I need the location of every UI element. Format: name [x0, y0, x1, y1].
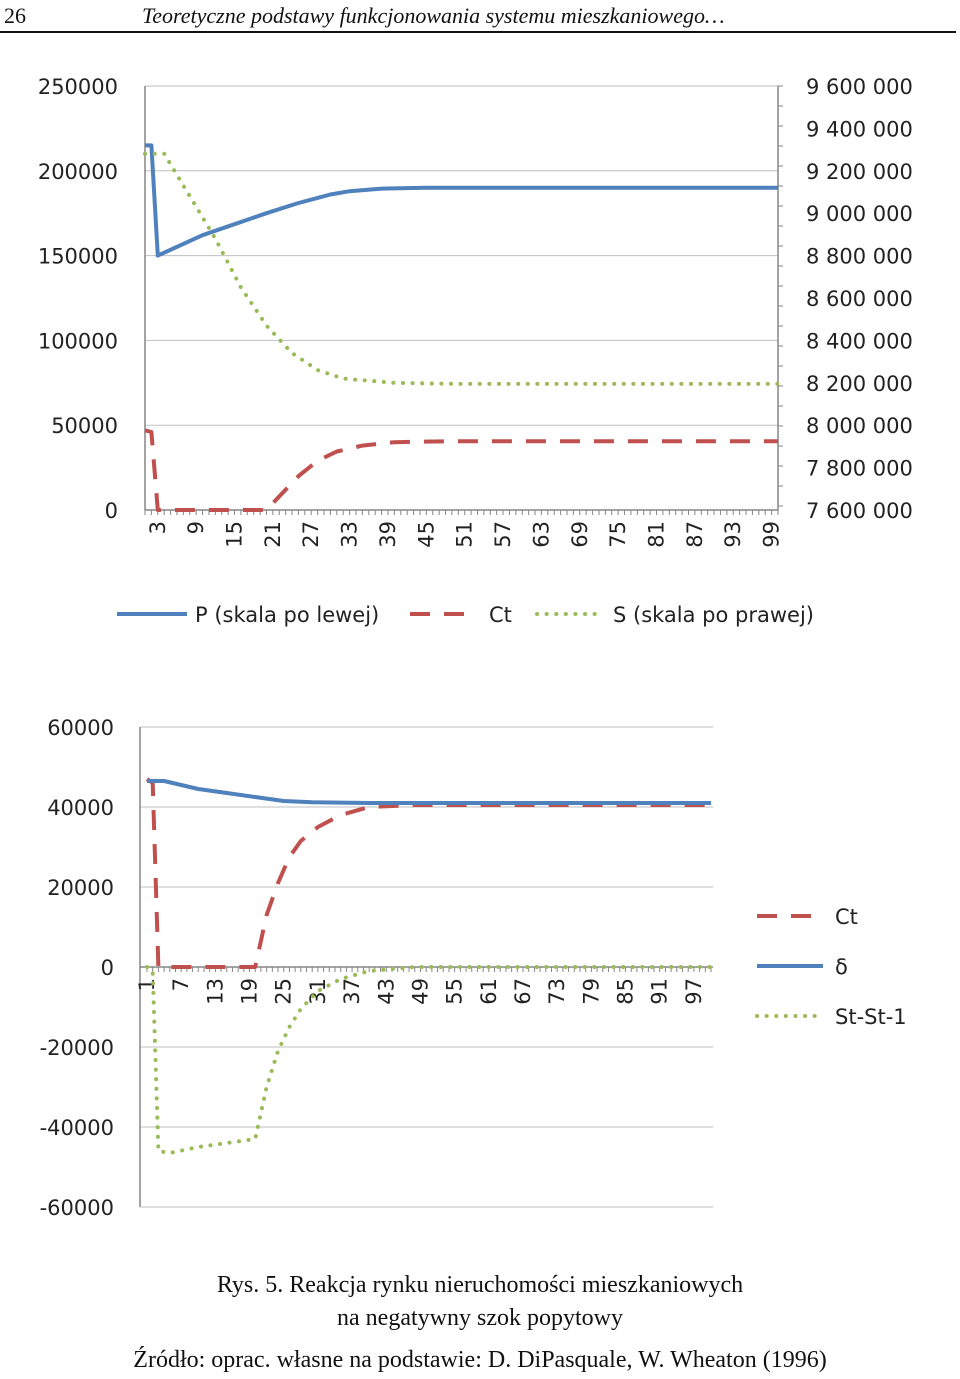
y-right-tick-label: 8 200 000: [806, 372, 913, 396]
y-left-tick-label: 50000: [51, 414, 118, 438]
x-tick-label: 97: [682, 978, 706, 1005]
x-tick-label: 73: [545, 978, 569, 1005]
legend-label-st-st-1: St-St-1: [835, 1005, 907, 1029]
x-tick-label: 33: [338, 521, 362, 548]
x-tick-label: 13: [203, 978, 227, 1005]
page-header: 26 Teoretyczne podstawy funkcjonowania s…: [0, 0, 960, 36]
figure-caption-line2: na negatywny szok popytowy: [337, 1305, 623, 1331]
y-right-tick-label: 8 600 000: [806, 287, 913, 311]
y-right-tick-label: 8 400 000: [806, 329, 913, 353]
legend-label-p-skala-po-lewej: P (skala po lewej): [195, 603, 379, 627]
x-tick-label: 9: [184, 521, 208, 534]
y-left-tick-label: 250000: [38, 75, 118, 99]
x-tick-label: 63: [529, 521, 553, 548]
x-tick-label: 99: [760, 521, 784, 548]
running-title: Teoretyczne podstawy funkcjonowania syst…: [142, 3, 725, 28]
y-tick-label: 40000: [47, 796, 114, 820]
y-left-tick-label: 200000: [38, 160, 118, 184]
series-line-ct: [144, 428, 778, 512]
page-number: 26: [4, 3, 26, 28]
y-tick-label: -20000: [40, 1036, 114, 1060]
x-tick-label: 15: [223, 521, 247, 548]
legend-label-s-skala-po-prawej: S (skala po prawej): [613, 603, 814, 627]
x-tick-label: 69: [568, 521, 592, 548]
x-tick-label: 55: [443, 978, 467, 1005]
x-tick-label: 7: [169, 978, 193, 991]
x-tick-label: 25: [272, 978, 296, 1005]
y-left-tick-label: 100000: [38, 329, 118, 353]
series-line-p-skala-po-lewej: [145, 143, 778, 258]
x-tick-label: 61: [477, 978, 501, 1005]
y-right-tick-label: 7 800 000: [806, 457, 913, 481]
x-tick-label: 85: [614, 978, 638, 1005]
x-tick-label: 27: [299, 521, 323, 548]
y-left-tick-label: 0: [105, 499, 118, 523]
x-tick-label: 79: [579, 978, 603, 1005]
figure-caption-line1: Rys. 5. Reakcja rynku nieruchomości mies…: [216, 1272, 744, 1298]
x-tick-label: 67: [511, 978, 535, 1005]
y-right-tick-label: 8 000 000: [806, 414, 913, 438]
x-tick-label: 87: [683, 521, 707, 548]
chart-change-components: -60000 -40000 -20000 0 20000 40000 60000 1 7 13 19…: [40, 716, 907, 1220]
y-left-tick-label: 150000: [38, 245, 118, 269]
legend-label-ct: Ct: [835, 905, 858, 929]
x-tick-label: 3: [146, 521, 170, 534]
y-right-tick-label: 7 600 000: [806, 499, 913, 523]
y-right-tick-label: 9 000 000: [806, 202, 913, 226]
series-line-delta: [147, 779, 711, 805]
y-tick-label: -40000: [40, 1116, 114, 1140]
x-tick-label: 37: [340, 978, 364, 1005]
series-line-s-skala-po-prawej: [143, 151, 780, 386]
x-tick-label: 31: [306, 978, 330, 1005]
x-tick-label: 81: [645, 521, 669, 548]
figure-source: Źródło: oprac. własne na podstawie: D. D…: [133, 1347, 827, 1373]
x-tick-label: 49: [408, 978, 432, 1005]
y-tick-label: 60000: [47, 716, 114, 740]
x-tick-label: 45: [414, 521, 438, 548]
x-tick-label: 43: [374, 978, 398, 1005]
chart-market-reaction: 0 50000 100000 150000 200000 250000 7 600 000 7…: [38, 75, 913, 627]
y-tick-label: -60000: [40, 1196, 114, 1220]
y-tick-label: 20000: [47, 876, 114, 900]
x-tick-label: 1: [135, 978, 159, 991]
x-tick-label: 91: [648, 978, 672, 1005]
y-tick-label: 0: [101, 956, 114, 980]
y-right-tick-label: 8 800 000: [806, 245, 913, 269]
y-right-tick-label: 9 400 000: [806, 117, 913, 141]
x-tick-label: 39: [376, 521, 400, 548]
y-right-tick-label: 9 200 000: [806, 160, 913, 184]
x-tick-label: 57: [491, 521, 515, 548]
legend-label-delta: δ: [835, 955, 848, 979]
x-tick-label: 51: [453, 521, 477, 548]
x-tick-label: 19: [238, 978, 262, 1005]
header-rule: [0, 31, 956, 33]
x-tick-label: 75: [606, 521, 630, 548]
series-line-st-st-1: [145, 965, 713, 1155]
x-tick-label: 93: [721, 521, 745, 548]
legend-label-ct: Ct: [489, 603, 512, 627]
x-tick-label: 21: [261, 521, 285, 548]
y-right-tick-label: 9 600 000: [806, 75, 913, 99]
